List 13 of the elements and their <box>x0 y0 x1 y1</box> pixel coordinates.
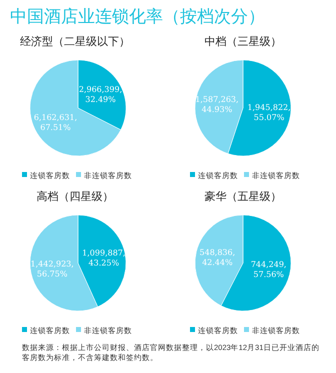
data-label: 1,587,263, 44.93% <box>195 94 239 114</box>
chart-title: 中档（三星级） <box>204 35 282 48</box>
data-label: 744,249, 57.56% <box>250 260 286 280</box>
data-label: 1,442,923, 56.75% <box>30 260 74 279</box>
text: 中国酒店业连锁化率（按档次分） <box>10 7 265 26</box>
data-label: 1,099,887, 43.25% <box>82 248 126 268</box>
data-label: 548,836, 42.44% <box>200 248 236 267</box>
data-label: 1,945,822, 55.07% <box>247 103 291 122</box>
data-label: 6,162,631, 67.51% <box>34 112 78 132</box>
chart-title: 豪华（五星级） <box>204 190 282 203</box>
data-label: 2,966,399, 32.49% <box>78 85 122 104</box>
chart-title: 经济型（二星级以下） <box>20 35 130 48</box>
chart-title: 高档（四星级） <box>36 190 114 203</box>
